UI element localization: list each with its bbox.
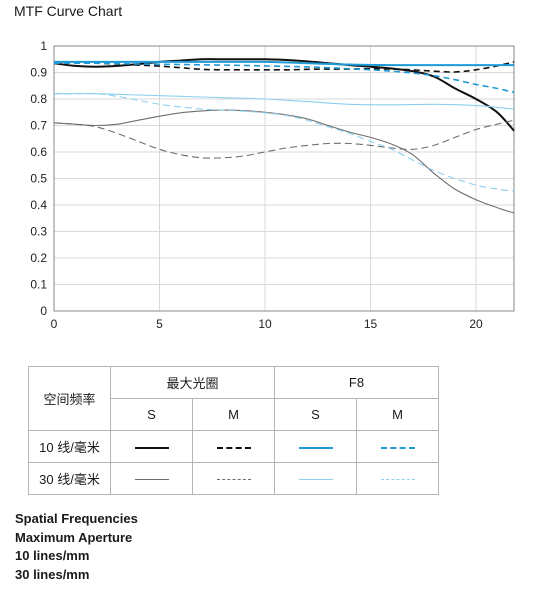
- x-tick-label: 15: [364, 317, 378, 331]
- legend-swatch-f8-30-s: [298, 479, 333, 481]
- y-tick-label: 0.8: [30, 92, 47, 106]
- y-tick-label: 0.3: [30, 225, 47, 239]
- chart-title: MTF Curve Chart: [14, 3, 123, 19]
- legend-header-max-aperture: 最大光圈: [110, 366, 275, 399]
- legend-swatch-max-30-m: [216, 479, 251, 481]
- mtf-series-F8-30-s: [53, 93, 515, 110]
- x-tick-label: 0: [51, 317, 58, 331]
- english-notes: Spatial Frequencies Maximum Aperture 10 …: [15, 510, 138, 584]
- legend-swatch-max-10-s: [134, 446, 169, 449]
- legend-sub-s: S: [110, 398, 193, 431]
- legend-header-frequency: 空间频率: [28, 366, 111, 431]
- tick-layer: 00.10.20.30.40.50.60.70.80.910 5 10 15 20: [30, 39, 483, 331]
- mtf-series-max-30-m: [53, 119, 515, 159]
- legend-swatch-max-30-s: [134, 479, 169, 481]
- legend-swatch-f8-10-s: [298, 446, 333, 449]
- legend-sub-m: M: [356, 398, 439, 431]
- legend-header-f8: F8: [274, 366, 439, 399]
- y-tick-label: 0.4: [30, 198, 47, 212]
- legend-sub-s: S: [274, 398, 357, 431]
- series-layer: [53, 58, 515, 214]
- y-tick-label: 0.5: [30, 172, 47, 186]
- y-tick-label: 0.1: [30, 278, 47, 292]
- note-10-lines: 10 lines/mm: [15, 548, 90, 563]
- x-tick-label: 5: [156, 317, 163, 331]
- legend-swatch-f8-10-m: [380, 446, 415, 449]
- mtf-series-F8-30-m: [54, 92, 515, 192]
- mtf-chart: 00.10.20.30.40.50.60.70.80.910 5 10 15 20: [30, 39, 515, 331]
- mtf-series-max-10-s: [53, 58, 515, 132]
- note-30-lines: 30 lines/mm: [15, 566, 90, 582]
- legend-row-10: 10 线/毫米: [28, 430, 111, 463]
- legend-row-30: 30 线/毫米: [28, 462, 111, 495]
- y-tick-label: 0.2: [30, 251, 47, 265]
- x-tick-label: 10: [258, 317, 272, 331]
- y-tick-label: 0.6: [30, 145, 47, 159]
- plot-frame: [53, 45, 515, 312]
- legend-swatch-max-10-m: [216, 446, 251, 449]
- x-tick-label: 20: [469, 317, 483, 331]
- legend-swatch-f8-30-m: [380, 479, 415, 481]
- note-maximum-aperture: Maximum Aperture: [15, 529, 133, 545]
- mtf-series-max-10-m: [54, 61, 515, 73]
- legend-table: 空间频率 最大光圈 F8 S M S M 10 线/毫米 30 线/毫米: [28, 366, 439, 495]
- y-tick-label: 0.9: [30, 66, 47, 80]
- mtf-series-F8-10-s: [53, 60, 514, 67]
- grid-layer: [53, 45, 515, 312]
- legend-sub-m: M: [192, 398, 275, 431]
- y-tick-label: 1: [40, 39, 47, 53]
- y-tick-label: 0.7: [30, 119, 47, 133]
- note-spatial-frequencies: Spatial Frequencies: [15, 511, 138, 526]
- y-tick-label: 0: [40, 304, 47, 318]
- mtf-series-F8-10-m: [53, 62, 515, 94]
